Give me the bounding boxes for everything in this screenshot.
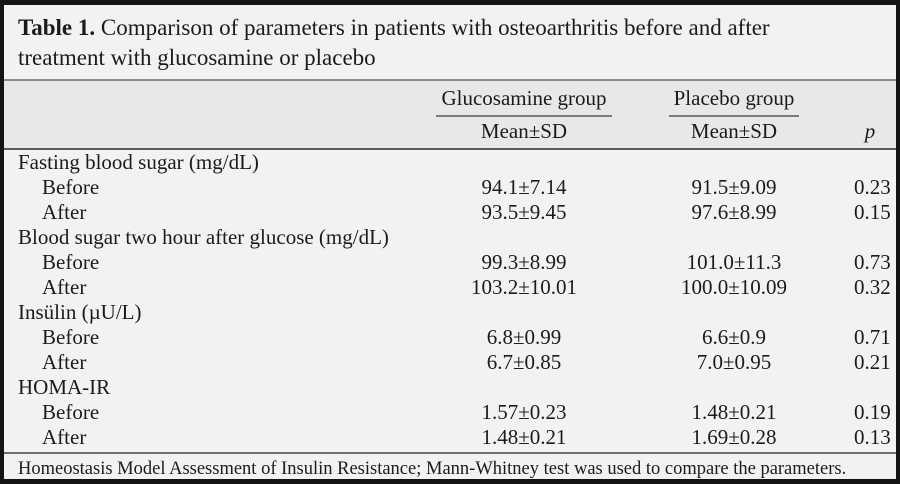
p-value: 0.15 bbox=[854, 200, 891, 224]
section-label: Fasting blood sugar (mg/dL) bbox=[18, 150, 259, 174]
glucosamine-value: 94.1±7.14 bbox=[481, 175, 567, 199]
glucosamine-value: 103.2±10.01 bbox=[470, 275, 578, 299]
row-label: After bbox=[42, 425, 87, 449]
row-label: Before bbox=[42, 250, 100, 274]
p-value: 0.19 bbox=[854, 400, 891, 424]
empty-header-cell bbox=[4, 117, 434, 150]
row-label: Before bbox=[42, 325, 100, 349]
placebo-value: 1.69±0.28 bbox=[691, 425, 777, 449]
glucosamine-value: 1.48±0.21 bbox=[481, 425, 567, 449]
placebo-value: 100.0±10.09 bbox=[680, 275, 788, 299]
table-number: Table 1. bbox=[18, 15, 96, 40]
p-value: 0.71 bbox=[854, 325, 891, 349]
data-row: After 103.2±10.01 100.0±10.09 0.32 bbox=[4, 275, 896, 300]
p-value: 0.32 bbox=[854, 275, 891, 299]
p-value: 0.23 bbox=[854, 175, 891, 199]
row-label: Before bbox=[42, 175, 100, 199]
row-label: After bbox=[42, 200, 87, 224]
table-title: Table 1. Comparison of parameters in pat… bbox=[4, 5, 896, 81]
subheader-row: Mean±SD Mean±SD p bbox=[4, 117, 896, 150]
table-body: Fasting blood sugar (mg/dL) Before 94.1±7.… bbox=[4, 149, 896, 450]
section-row: Blood sugar two hour after glucose (mg/d… bbox=[4, 225, 896, 250]
placebo-value: 1.48±0.21 bbox=[691, 400, 777, 424]
group-header-row: Glucosamine group Placebo group bbox=[4, 81, 896, 117]
data-row: Before 6.8±0.99 6.6±0.9 0.71 bbox=[4, 325, 896, 350]
row-label: Before bbox=[42, 400, 100, 424]
p-value: 0.73 bbox=[854, 250, 891, 274]
glucosamine-value: 6.8±0.99 bbox=[486, 325, 562, 349]
table-title-line1: Comparison of parameters in patients wit… bbox=[100, 15, 770, 40]
row-label: After bbox=[42, 350, 87, 374]
table-footnote: Homeostasis Model Assessment of Insulin … bbox=[4, 452, 896, 479]
section-label: Blood sugar two hour after glucose (mg/d… bbox=[18, 225, 389, 249]
data-row: After 1.48±0.21 1.69±0.28 0.13 bbox=[4, 425, 896, 450]
data-row: Before 99.3±8.99 101.0±11.3 0.73 bbox=[4, 250, 896, 275]
column-group-placebo: Placebo group bbox=[614, 81, 854, 117]
placebo-value: 91.5±9.09 bbox=[691, 175, 777, 199]
glucosamine-group-label: Glucosamine group bbox=[436, 86, 612, 117]
column-group-glucosamine: Glucosamine group bbox=[434, 81, 614, 117]
glucosamine-value: 99.3±8.99 bbox=[481, 250, 567, 274]
glucosamine-value: 93.5±9.45 bbox=[481, 200, 567, 224]
section-row: Fasting blood sugar (mg/dL) bbox=[4, 149, 896, 175]
data-row: Before 94.1±7.14 91.5±9.09 0.23 bbox=[4, 175, 896, 200]
table-title-line2: treatment with glucosamine or placebo bbox=[18, 45, 376, 70]
empty-header-cell bbox=[4, 81, 434, 117]
section-label: HOMA-IR bbox=[18, 375, 111, 399]
data-row: Before 1.57±0.23 1.48±0.21 0.19 bbox=[4, 400, 896, 425]
placebo-group-label: Placebo group bbox=[668, 86, 800, 117]
data-row: After 93.5±9.45 97.6±8.99 0.15 bbox=[4, 200, 896, 225]
p-value: 0.13 bbox=[854, 425, 891, 449]
glucosamine-value: 6.7±0.85 bbox=[486, 350, 562, 374]
section-row: HOMA-IR bbox=[4, 375, 896, 400]
empty-header-cell bbox=[854, 81, 896, 117]
placebo-value: 6.6±0.9 bbox=[701, 325, 767, 349]
placebo-value: 101.0±11.3 bbox=[686, 250, 782, 274]
placebo-value: 97.6±8.99 bbox=[691, 200, 777, 224]
p-column-header: p bbox=[854, 117, 896, 150]
glucosamine-meansd-header: Mean±SD bbox=[434, 117, 614, 150]
section-row: Insülin (µU/L) bbox=[4, 300, 896, 325]
row-label: After bbox=[42, 275, 87, 299]
section-label: Insülin (µU/L) bbox=[18, 300, 142, 324]
data-row: After 6.7±0.85 7.0±0.95 0.21 bbox=[4, 350, 896, 375]
placebo-meansd-header: Mean±SD bbox=[614, 117, 854, 150]
p-value: 0.21 bbox=[854, 350, 891, 374]
placebo-value: 7.0±0.95 bbox=[696, 350, 772, 374]
glucosamine-value: 1.57±0.23 bbox=[481, 400, 567, 424]
comparison-table: Glucosamine group Placebo group Mean±SD … bbox=[4, 81, 896, 450]
table-header: Glucosamine group Placebo group Mean±SD … bbox=[4, 81, 896, 150]
